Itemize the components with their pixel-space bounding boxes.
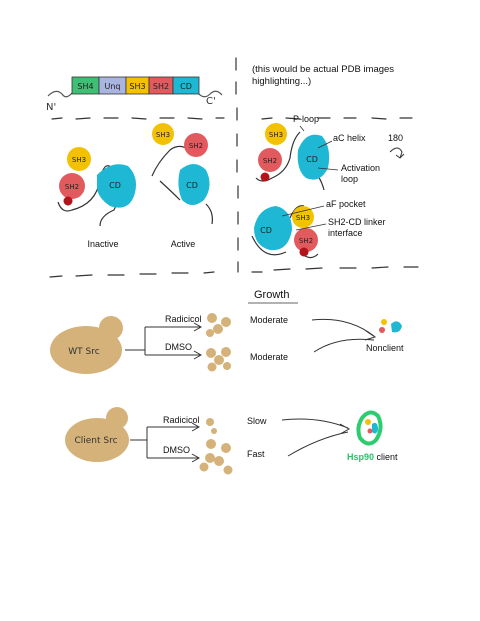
wt-yeast-cell: [50, 326, 122, 374]
n-term-tail: [47, 90, 73, 98]
n-terminus-label: N': [46, 102, 56, 113]
structure-top-sh3-label: SH3: [269, 131, 283, 139]
sh2-segment-label: SH2: [153, 82, 169, 91]
wt-growth-radicicol: Moderate: [250, 315, 288, 325]
inactive-linker: [57, 165, 119, 227]
ac-helix-label: aC helix: [333, 133, 366, 143]
p-loop-label: P-loop: [293, 114, 319, 124]
rotate-arrow-icon: [389, 147, 405, 159]
structure-bottom-sh2-blob: [294, 228, 318, 252]
wt-radicicol-label: Radicicol: [165, 314, 202, 324]
structure-bottom-sh3-blob: [292, 206, 314, 228]
sh4-label: SH4: [77, 82, 93, 91]
c-term-tail: [197, 90, 223, 98]
active-state: SH3 SH2 CD Active: [151, 123, 213, 249]
client-yeast-cell: [65, 418, 129, 462]
active-sh2-blob: [184, 133, 208, 157]
client-colonies-radicicol: [206, 418, 217, 434]
client-yeast-bud: [106, 407, 128, 429]
client-outcome-arrows: [281, 418, 351, 457]
structure-bottom-cd-label: CD: [260, 226, 272, 235]
pdb-note-line2: highlighting...): [252, 76, 311, 87]
structure-bottom: CD SH3 SH2 aF pocket SH2-CD linker inter…: [251, 199, 386, 259]
structure-top-cd-label: CD: [306, 155, 318, 164]
structure-top-ptyr-dot: [260, 172, 270, 182]
active-sh3-label: SH3: [156, 131, 170, 139]
af-pocket-label: aF pocket: [326, 199, 366, 209]
structure-top-sh2-blob: [258, 148, 282, 172]
c-terminus-label: C': [206, 96, 216, 107]
inactive-sh3-blob: [67, 147, 91, 171]
structure-bottom-sh3-label: SH3: [296, 214, 310, 222]
structure-top-sh3-blob: [265, 123, 287, 145]
client-growth-radicicol: Slow: [247, 416, 267, 426]
activation-loop-label-2: loop: [341, 174, 358, 184]
wt-colonies-radicicol: [206, 313, 231, 337]
structure-bottom-cd-blob: [254, 206, 292, 251]
pdb-note-line1: (this would be actual PDB images: [252, 64, 394, 75]
inactive-sh2-label: SH2: [65, 183, 79, 191]
wt-dmso-label: DMSO: [165, 342, 192, 352]
hsp90-client-icon: [356, 410, 383, 446]
inactive-sh2-blob: [59, 173, 85, 199]
active-cd-blob: [178, 164, 210, 205]
active-caption: Active: [171, 239, 196, 249]
active-linker: [151, 145, 213, 225]
structure-top-leader-lines: [299, 125, 339, 171]
structure-top-sh2-label: SH2: [263, 157, 277, 165]
wt-outcome-arrows: [311, 318, 377, 353]
client-cell-label: Client Src: [74, 436, 117, 446]
client-src-row: Client Src Radicicol DMSO Slow Fast Hsp9…: [65, 407, 398, 475]
pdb-note: (this would be actual PDB images highlig…: [252, 64, 394, 87]
cd-segment: [172, 76, 200, 95]
hsp90-client-rest-label: client: [374, 452, 398, 462]
wt-src-row: WT Src Radicicol DMSO Moderate Moderate …: [50, 313, 404, 374]
growth-header: Growth: [248, 289, 298, 304]
structure-bottom-leader-lines: [281, 205, 327, 231]
client-radicicol-label: Radicicol: [163, 415, 200, 425]
structure-top: SH3 SH2 CD P-loop aC helix Activation lo…: [255, 114, 405, 191]
linker-interface-label-1: SH2-CD linker: [328, 217, 386, 227]
inactive-sh3-label: SH3: [72, 156, 86, 164]
hsp90-accent-label: Hsp90: [347, 452, 374, 462]
unique-label: Unq: [104, 82, 120, 91]
inactive-cd-blob: [97, 164, 136, 208]
structure-bottom-ptyr-dot: [299, 247, 309, 257]
inactive-state: SH3 SH2 CD Inactive: [57, 147, 136, 249]
sh3-segment-label: SH3: [129, 82, 145, 91]
nonclient-icon: [379, 319, 402, 333]
client-branch-arrows: [130, 422, 201, 463]
wt-growth-dmso: Moderate: [250, 352, 288, 362]
structure-bottom-sh2-label: SH2: [299, 237, 313, 245]
linker-interface-label-2: interface: [328, 228, 363, 238]
inactive-ptyr-dot: [63, 196, 73, 206]
wt-cell-label: WT Src: [68, 347, 99, 357]
client-dmso-label: DMSO: [163, 445, 190, 455]
active-sh3-blob: [152, 123, 174, 145]
nonclient-label: Nonclient: [366, 343, 404, 353]
active-sh2-label: SH2: [189, 142, 203, 150]
growth-title: Growth: [254, 289, 289, 301]
client-growth-dmso: Fast: [247, 449, 265, 459]
inactive-caption: Inactive: [87, 239, 118, 249]
wt-colonies-dmso: [206, 347, 231, 372]
divider-lines: [49, 57, 419, 278]
wt-yeast-bud: [99, 316, 123, 340]
client-colonies-dmso: [199, 439, 233, 475]
hsp90-client-label: Hsp90 client: [347, 452, 398, 462]
wt-branch-arrows: [125, 322, 203, 360]
active-cd-label: CD: [186, 181, 198, 190]
cd-segment-label: CD: [180, 82, 192, 91]
inactive-cd-label: CD: [109, 181, 121, 190]
rotation-label: 180: [388, 133, 403, 143]
activation-loop-label-1: Activation: [341, 163, 380, 173]
domain-bar: N' C' SH4 Unq SH3 SH2 CD: [46, 76, 223, 113]
